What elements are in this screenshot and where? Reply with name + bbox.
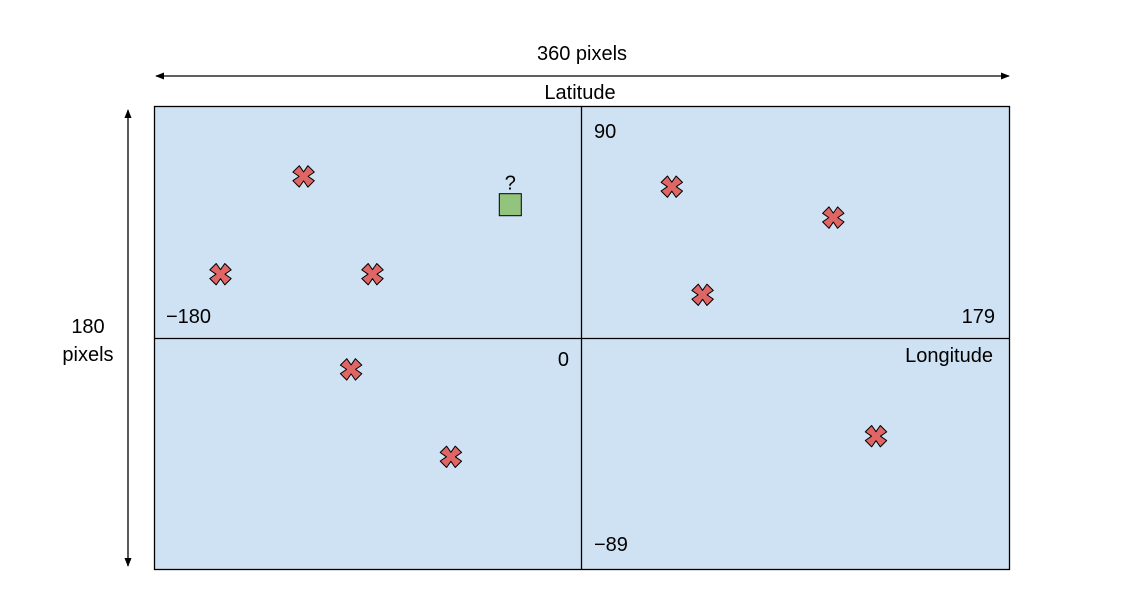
query-label: ? [505, 173, 516, 195]
latitude-top-tick: 90 [594, 121, 616, 143]
longitude-right-tick: 179 [962, 306, 995, 328]
data-point-marker [361, 263, 384, 286]
query-square [498, 193, 522, 217]
data-point-marker [292, 165, 315, 188]
latitude-axis-label: Latitude [544, 82, 615, 104]
origin-tick: 0 [558, 349, 569, 371]
data-point-marker [209, 263, 232, 286]
markers-layer [209, 165, 888, 468]
height-dimension-label-line1: 180 [71, 316, 104, 338]
latitude-bottom-tick: −89 [594, 534, 628, 556]
data-point-marker [439, 445, 463, 468]
data-point-marker [339, 358, 363, 381]
data-point-marker [660, 175, 683, 198]
height-dimension-label-line2: pixels [62, 344, 113, 366]
query-point: ? [498, 173, 522, 217]
longitude-left-tick: −180 [166, 306, 211, 328]
width-dimension-label: 360 pixels [537, 43, 627, 65]
longitude-axis-label: Longitude [905, 345, 993, 367]
data-point-marker [691, 283, 714, 306]
data-point-marker [822, 206, 845, 229]
data-point-marker [864, 425, 888, 448]
